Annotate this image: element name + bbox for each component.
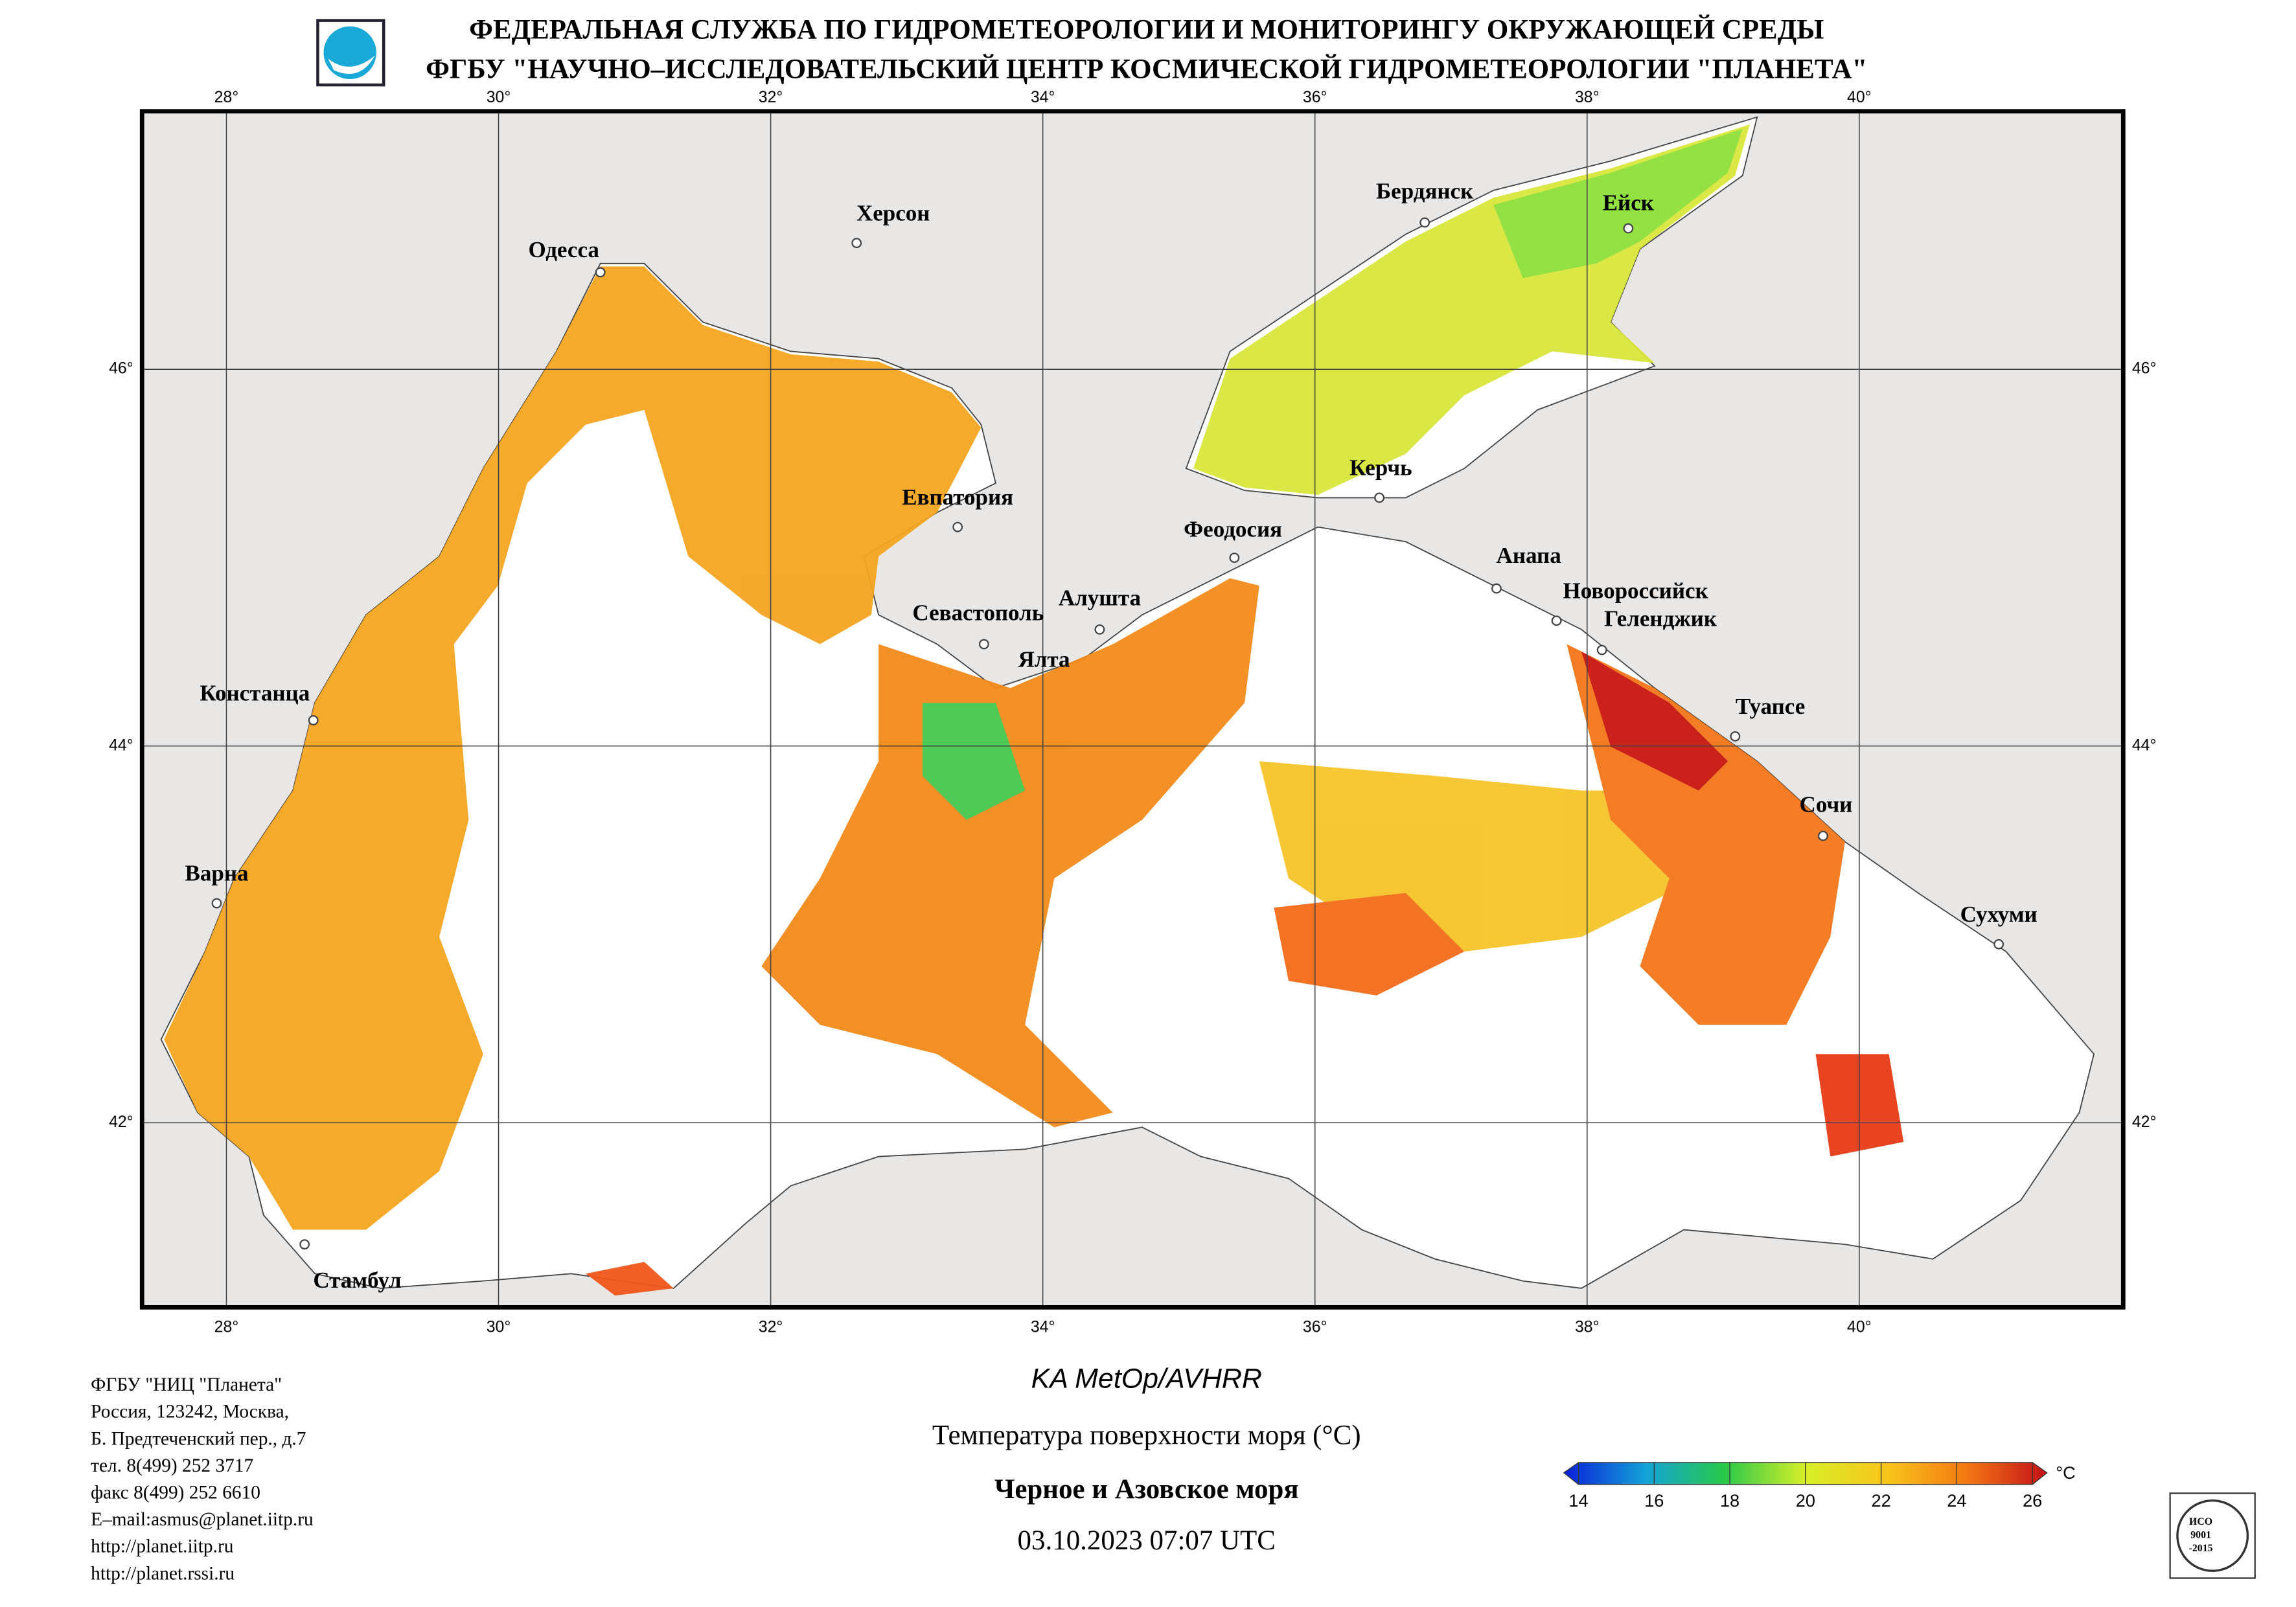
datetime: 03.10.2023 07:07 UTC (1018, 1525, 1276, 1556)
city-marker (952, 521, 963, 532)
city-label: Алушта (1059, 586, 1141, 611)
lat-tick-label: 42° (2132, 1113, 2157, 1131)
city-label: Херсон (856, 200, 930, 225)
city-label: Туапсе (1736, 694, 1805, 719)
city-label: Ейск (1603, 190, 1655, 215)
city-label: Новороссийск (1563, 578, 1709, 603)
satellite: KA MetOp/AVHRR (1031, 1363, 1262, 1395)
city-marker (1818, 830, 1828, 841)
city-marker (1229, 553, 1240, 564)
city-marker (851, 238, 862, 249)
city-label: Стамбул (313, 1268, 401, 1293)
lon-tick-label: 28° (214, 88, 239, 106)
map-frame (139, 109, 2126, 1310)
lat-tick-label: 44° (2132, 736, 2157, 754)
lon-tick-label: 28° (214, 1318, 239, 1336)
city-marker (1491, 583, 1502, 594)
header-center: ФГБУ "НАУЧНО–ИССЛЕДОВАТЕЛЬСКИЙ ЦЕНТР КОС… (426, 54, 1867, 85)
contact-line: факс 8(499) 252 6610 (91, 1482, 260, 1503)
colorbar-tick-label: 14 (1568, 1490, 1588, 1510)
colorbar-unit: °C (2056, 1463, 2075, 1483)
city-marker (978, 639, 989, 650)
header-agency: ФЕДЕРАЛЬНАЯ СЛУЖБА ПО ГИДРОМЕТЕОРОЛОГИИ … (469, 15, 1824, 45)
city-marker (1596, 644, 1607, 655)
lon-tick-label: 30° (487, 1318, 511, 1336)
city-label: Констанца (200, 681, 310, 706)
city-label: Ялта (1018, 647, 1070, 672)
map-ticks: 28° 28° 30° 30° 32° 32° 34° 34° 36° 36° 38° 38° 40° 4… (109, 88, 2156, 1336)
city-marker (595, 267, 606, 278)
contact-line: E–mail:asmus@planet.iitp.ru (91, 1509, 314, 1530)
lon-tick-label: 32° (759, 88, 783, 106)
lat-tick-label: 44° (109, 736, 133, 754)
city-label: Одесса (528, 237, 599, 262)
cert-text: ИСО (2189, 1516, 2212, 1527)
lon-tick-label: 32° (759, 1318, 783, 1336)
contacts: ФГБУ "НИЦ "Планета" Россия, 123242, Москв… (91, 1374, 314, 1584)
lon-tick-label: 34° (1031, 1318, 1055, 1336)
city-label: Бердянск (1376, 178, 1474, 203)
city-label: Анапа (1497, 543, 1561, 568)
lon-tick-label: 38° (1575, 88, 1600, 106)
city-marker (1374, 492, 1385, 503)
map: Одесса Херсон Бердянск Ейск Керчь Евпато… (142, 111, 2124, 1308)
city-marker (211, 898, 222, 909)
colorbar-tick-label: 18 (1720, 1490, 1739, 1510)
logo (316, 19, 385, 87)
contact-line: тел. 8(499) 252 3717 (91, 1455, 253, 1476)
city-label: Феодосия (1184, 516, 1282, 541)
contact-line: Б. Предтеченский пер., д.7 (91, 1428, 306, 1449)
city-label: Сочи (1800, 792, 1853, 817)
cert-text: 9001 (2190, 1530, 2211, 1541)
city-marker (1730, 731, 1741, 742)
city-marker (1419, 217, 1430, 228)
city-marker (1094, 624, 1105, 635)
city-marker (1623, 223, 1634, 234)
sst-field (164, 124, 1904, 1296)
graticule (142, 111, 2124, 1308)
lon-tick-label: 30° (487, 88, 511, 106)
region: Черное и Азовское моря (994, 1474, 1299, 1505)
city-marker (1551, 615, 1562, 626)
lon-tick-label: 34° (1031, 88, 1055, 106)
city-marker (1993, 939, 2004, 950)
city-label: Евпатория (902, 484, 1013, 510)
colorbar: °C 14 16 18 20 22 24 26 (1563, 1462, 2076, 1510)
colorbar-tick-label: 22 (1872, 1490, 1891, 1510)
city-marker (299, 1239, 310, 1250)
colorbar-tick-label: 24 (1947, 1490, 1966, 1510)
lon-tick-label: 36° (1303, 88, 1327, 106)
lat-tick-label: 42° (109, 1113, 133, 1131)
colorbar-tick-label: 16 (1644, 1490, 1664, 1510)
city-label: Сухуми (1960, 902, 2038, 927)
certification-logo: ИСО 9001 -2015 (2169, 1492, 2256, 1579)
contact-line: http://planet.rssi.ru (91, 1563, 235, 1584)
city-marker (308, 715, 319, 725)
lon-tick-label: 40° (1847, 1318, 1872, 1336)
lat-tick-label: 46° (2132, 359, 2157, 378)
contact-line: Россия, 123242, Москва, (91, 1402, 289, 1422)
city-markers (211, 217, 2004, 1250)
lat-tick-label: 46° (109, 359, 133, 378)
cert-text: -2015 (2189, 1543, 2213, 1554)
colorbar-tick-label: 26 (2023, 1490, 2042, 1510)
contact-line: ФГБУ "НИЦ "Планета" (91, 1374, 282, 1395)
lon-tick-label: 36° (1303, 1318, 1327, 1336)
lon-tick-label: 38° (1575, 1318, 1600, 1336)
colorbar-tick-label: 20 (1796, 1490, 1815, 1510)
city-label: Варна (185, 861, 249, 886)
city-label: Севастополь (912, 600, 1044, 625)
parameter: Температура поверхности моря (°C) (932, 1420, 1361, 1450)
city-label: Керчь (1349, 455, 1412, 481)
contact-line: http://planet.iitp.ru (91, 1536, 234, 1557)
city-label: Геленджик (1604, 606, 1717, 631)
lon-tick-label: 40° (1847, 88, 1872, 106)
city-labels: Одесса Херсон Бердянск Ейск Керчь Евпато… (185, 178, 2038, 1293)
